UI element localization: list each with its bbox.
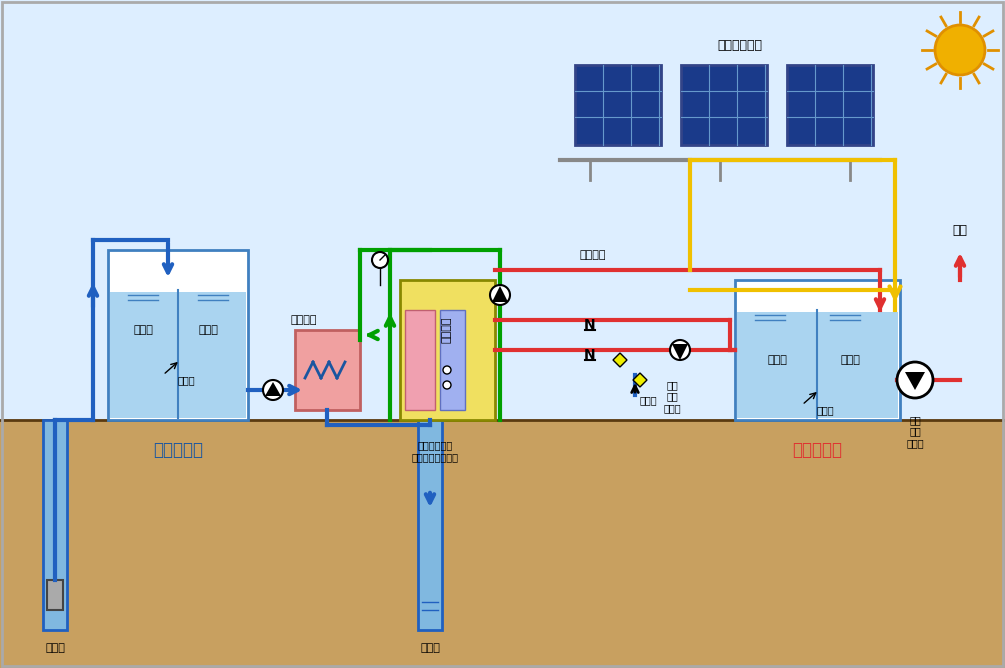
Bar — [400, 280, 495, 420]
Bar — [108, 250, 248, 420]
Bar — [110, 292, 246, 418]
Text: N: N — [584, 318, 596, 332]
Polygon shape — [265, 382, 281, 396]
Text: 再エネ熱対応
ヒートポンプなど: 再エネ熱対応 ヒートポンプなど — [411, 440, 458, 462]
Circle shape — [372, 252, 388, 268]
Bar — [43, 420, 67, 630]
Bar — [737, 312, 898, 418]
Text: 給湯回路: 給湯回路 — [580, 250, 606, 260]
Circle shape — [935, 25, 985, 75]
Circle shape — [443, 366, 451, 374]
Text: 清掃槽: 清掃槽 — [198, 325, 218, 335]
Polygon shape — [492, 286, 508, 302]
Bar — [575, 65, 661, 145]
Text: 貯湯蓄熱槽: 貯湯蓄熱槽 — [792, 441, 842, 459]
Text: 井水熱源槽: 井水熱源槽 — [153, 441, 203, 459]
Bar — [440, 310, 465, 410]
Circle shape — [670, 340, 690, 360]
Text: 補給水: 補給水 — [640, 395, 657, 405]
Circle shape — [443, 381, 451, 389]
Text: 高温槽: 高温槽 — [840, 355, 860, 365]
Text: 給湯
一次
ポンプ: 給湯 一次 ポンプ — [663, 380, 680, 413]
Polygon shape — [904, 372, 925, 390]
Text: 仕切板: 仕切板 — [177, 375, 195, 385]
Bar — [295, 330, 360, 410]
Text: 給湯: 給湯 — [953, 224, 968, 236]
Text: 仕切板: 仕切板 — [816, 405, 834, 415]
Text: 給湯
二次
ポンプ: 給湯 二次 ポンプ — [907, 415, 924, 448]
Text: 揚水井: 揚水井 — [45, 643, 65, 653]
Circle shape — [490, 285, 510, 305]
Text: 沈砂槽: 沈砂槽 — [133, 325, 153, 335]
Circle shape — [897, 362, 933, 398]
Text: 還元井: 還元井 — [420, 643, 440, 653]
Bar — [787, 65, 873, 145]
Bar — [0, 420, 1005, 668]
Polygon shape — [613, 353, 627, 367]
Text: 太陽熱集熱器: 太陽熱集熱器 — [718, 39, 763, 51]
Text: 熱交換器: 熱交換器 — [290, 315, 317, 325]
Bar — [418, 420, 442, 630]
Text: N: N — [584, 348, 596, 362]
Text: 熱源回路: 熱源回路 — [442, 317, 452, 343]
Polygon shape — [633, 373, 647, 387]
Circle shape — [263, 380, 283, 400]
Text: 中温槽: 中温槽 — [767, 355, 787, 365]
Bar — [735, 280, 900, 420]
Bar — [47, 580, 63, 610]
Polygon shape — [672, 344, 688, 360]
Bar — [405, 310, 435, 410]
Bar — [681, 65, 767, 145]
